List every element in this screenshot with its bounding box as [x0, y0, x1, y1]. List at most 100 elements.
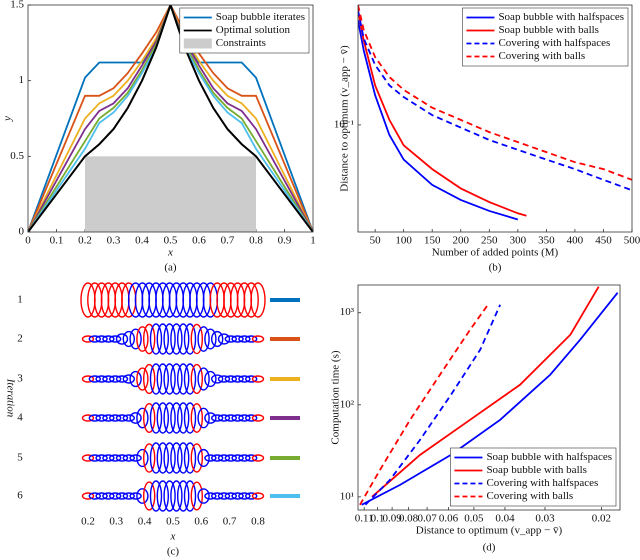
ball — [149, 402, 163, 434]
ball — [108, 335, 122, 343]
ball — [115, 375, 129, 383]
legend-label: Constraints — [216, 37, 266, 49]
iteration-label: 3 — [17, 373, 23, 385]
ball — [224, 414, 238, 422]
ball — [88, 335, 102, 343]
ball — [81, 454, 95, 462]
x-tick-label: 250 — [481, 235, 498, 247]
series-line — [28, 5, 313, 232]
ball — [176, 323, 190, 355]
ball — [197, 448, 210, 468]
ball — [156, 442, 170, 474]
ball — [217, 414, 231, 422]
ball — [183, 480, 197, 512]
ball — [170, 480, 183, 512]
ball — [197, 407, 210, 429]
ball — [190, 323, 204, 355]
ball — [183, 363, 197, 395]
legend-label: Covering with balls — [486, 490, 573, 502]
x-tick-label: 0.4 — [138, 516, 152, 528]
x-tick-label: 0.7 — [221, 235, 235, 247]
x-tick-label: 0.02 — [592, 513, 611, 525]
ball — [183, 323, 197, 355]
ball — [210, 374, 224, 384]
x-tick-label: 0.9 — [278, 235, 292, 247]
panel-label: (a) — [164, 262, 177, 274]
x-tick-label: 100 — [395, 235, 412, 247]
x-tick-label: 400 — [567, 235, 584, 247]
series-line — [358, 20, 519, 221]
ball — [197, 488, 210, 504]
y-tick-label: 1.5 — [10, 0, 24, 11]
ball — [88, 414, 102, 422]
ball — [204, 454, 217, 462]
x-tick-label: 450 — [595, 235, 612, 247]
ball — [88, 492, 102, 500]
ball — [102, 454, 115, 462]
legend-label: Covering with halfspaces — [486, 477, 598, 489]
ball — [163, 323, 176, 355]
legend-label: Optimal solution — [216, 24, 291, 36]
x-tick-label: 0.08 — [399, 513, 419, 525]
ball — [108, 454, 122, 462]
plot-area — [359, 286, 619, 506]
ball — [136, 488, 149, 504]
iteration-label: 5 — [17, 452, 23, 464]
x-tick-label: 0.5 — [166, 516, 180, 528]
ball — [210, 414, 224, 422]
y-tick-label: 10¹ — [340, 490, 354, 502]
iteration-label: 4 — [17, 412, 23, 424]
x-tick-label: 0.2 — [78, 235, 92, 247]
ball — [122, 454, 136, 462]
x-tick-label: 0.1 — [50, 235, 64, 247]
iteration-label: 2 — [17, 333, 23, 345]
ball — [163, 363, 176, 395]
axes-frame — [357, 4, 633, 233]
x-tick-label: 1 — [310, 235, 316, 247]
x-tick-label: 0.04 — [495, 513, 515, 525]
ball — [251, 375, 265, 383]
y-axis-label: y — [2, 116, 14, 122]
ball — [88, 454, 102, 462]
ball — [224, 454, 238, 462]
ball — [95, 375, 108, 383]
ball — [244, 335, 258, 343]
ball — [244, 454, 258, 462]
x-tick-label: 0.09 — [382, 513, 402, 525]
ball — [115, 492, 129, 500]
ball — [231, 454, 244, 462]
ball — [115, 454, 129, 462]
series-line — [364, 304, 501, 506]
y-tick-label: 0 — [19, 226, 25, 238]
iteration-label: 6 — [17, 490, 23, 502]
ball — [142, 403, 156, 433]
ball — [217, 454, 231, 462]
ball — [129, 412, 142, 424]
ball — [156, 480, 170, 512]
ball — [142, 443, 156, 473]
ball — [136, 407, 149, 429]
x-tick-label: 200 — [453, 235, 470, 247]
ball — [102, 335, 115, 343]
ball — [190, 443, 204, 473]
ball — [122, 374, 136, 384]
ball — [224, 335, 238, 343]
ball — [170, 402, 183, 434]
ball — [81, 335, 95, 343]
series-line — [358, 10, 632, 192]
ball — [190, 363, 204, 395]
ball — [176, 442, 190, 474]
ball — [204, 370, 217, 388]
ball — [224, 492, 238, 500]
ball — [204, 328, 217, 350]
ball — [129, 370, 142, 388]
legend-label: Soap bubble with halfspaces — [498, 11, 624, 23]
x-tick-label: 0.2 — [81, 516, 95, 528]
x-tick-label: 0.1 — [371, 513, 385, 525]
ball — [115, 414, 129, 422]
ball — [217, 492, 231, 500]
ball — [210, 330, 224, 348]
ball — [170, 442, 183, 474]
